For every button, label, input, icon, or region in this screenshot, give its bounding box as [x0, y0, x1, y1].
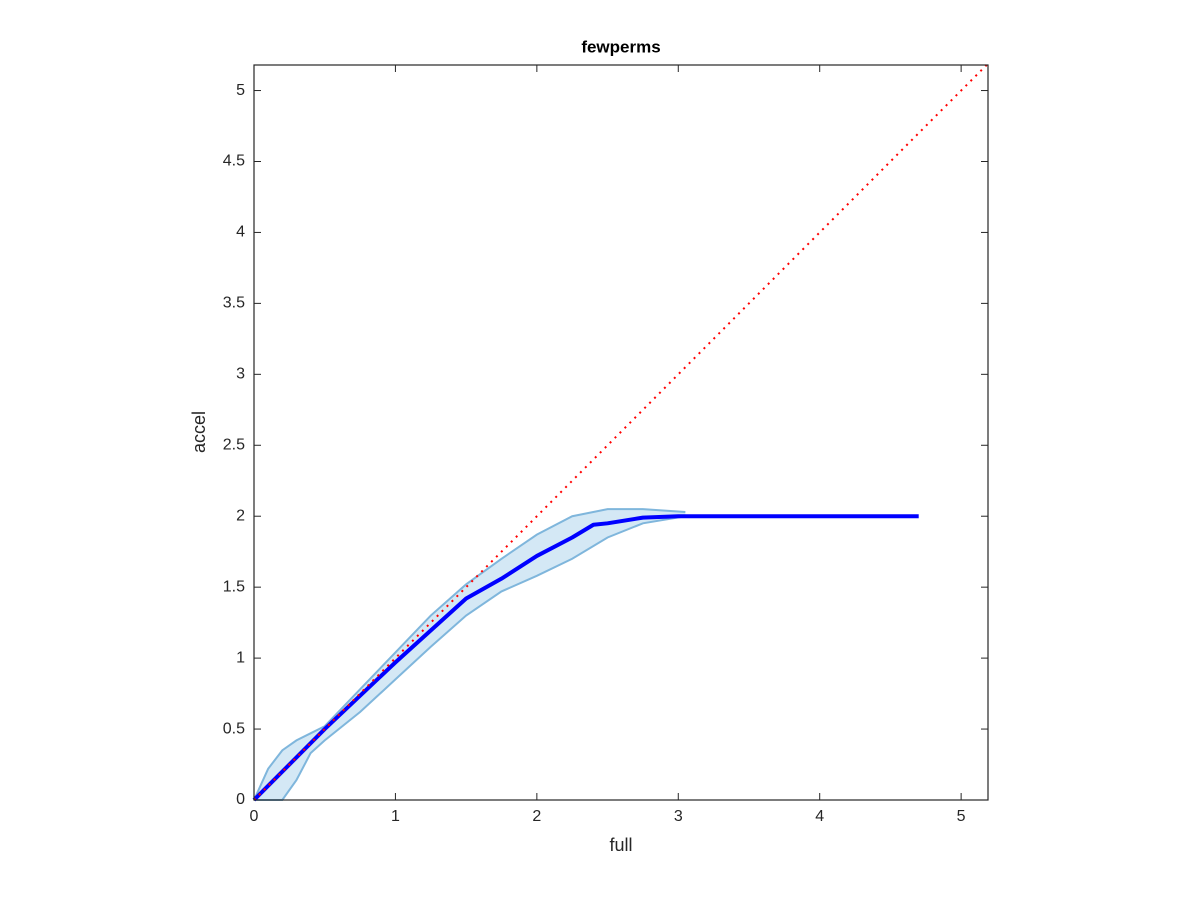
band-upper-edge: [253, 508, 686, 801]
band-lower-edge: [254, 515, 686, 801]
y-tick-label: 3.5: [223, 295, 245, 312]
y-tick-label: 0: [236, 791, 245, 808]
y-tick-label: 1: [236, 649, 245, 666]
plot-frame: [253, 64, 989, 801]
x-tick-label: 4: [815, 808, 824, 825]
x-tick-label: 0: [250, 808, 259, 825]
x-tick-label: 3: [674, 808, 683, 825]
y-axis-label: accel: [189, 411, 209, 453]
y-tick-label: 5: [236, 82, 245, 99]
y-tick-label: 3: [236, 366, 245, 383]
y-tick-label: 0.5: [223, 720, 245, 737]
reference-line: [253, 64, 988, 801]
y-tick-label: 2.5: [223, 436, 245, 453]
x-tick-label: 1: [391, 808, 400, 825]
y-tick-label: 4.5: [223, 153, 245, 170]
y-tick-label: 1.5: [223, 578, 245, 595]
x-tick-label: 5: [957, 808, 966, 825]
mean-line: [252, 514, 919, 802]
y-tick-label: 2: [236, 507, 245, 524]
chart-title: fewperms: [581, 37, 660, 56]
y-tick-label: 4: [236, 224, 245, 241]
x-axis-label: full: [609, 835, 632, 855]
x-tick-label: 2: [532, 808, 541, 825]
confidence-band: [254, 509, 686, 800]
